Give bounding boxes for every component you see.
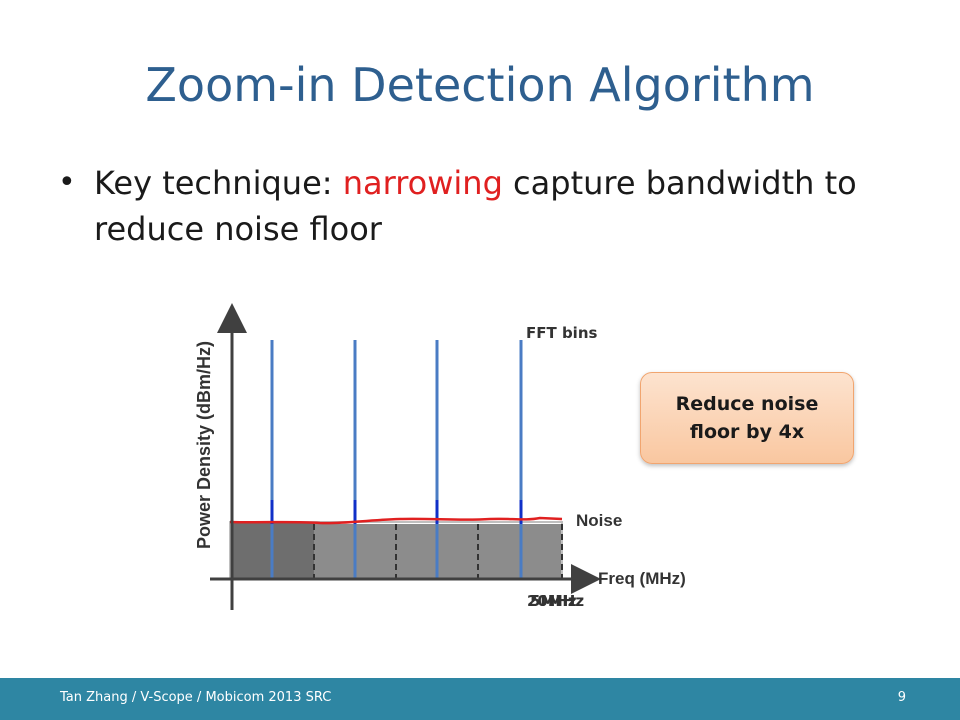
noise-label: Noise xyxy=(576,511,622,530)
x-axis-label: Freq (MHz) xyxy=(598,569,686,588)
callout-line-2: floor by 4x xyxy=(689,421,805,443)
y-axis-label: Power Density (dBm/Hz) xyxy=(194,341,214,549)
slide-title: Zoom-in Detection Algorithm xyxy=(145,58,815,112)
bullet-highlight: narrowing xyxy=(342,164,503,202)
footer-credit: Tan Zhang / V-Scope / Mobicom 2013 SRC xyxy=(60,690,332,705)
bullet-prefix: Key technique: xyxy=(94,164,343,202)
callout-line-1: Reduce noise xyxy=(675,393,819,415)
bandwidth-label-20mhz: 20MHz xyxy=(527,592,584,610)
footer-bar: Tan Zhang / V-Scope / Mobicom 2013 SRC 9 xyxy=(0,678,960,720)
bandwidth-label-5mhz: 5MHz xyxy=(530,592,577,610)
bullet-item: • Key technique: narrowing capture bandw… xyxy=(58,160,918,252)
bullet-text: Key technique: narrowing capture bandwid… xyxy=(94,160,918,252)
page-number: 9 xyxy=(897,690,906,705)
bullet-suffix: capture bandwidth to reduce noise floor xyxy=(94,164,857,248)
fft-bins-label: FFT bins xyxy=(526,324,598,342)
noise-curve xyxy=(229,516,563,525)
reduce-noise-callout: Reduce noise floor by 4x xyxy=(640,372,854,464)
bullet-dot-icon: • xyxy=(58,165,76,200)
